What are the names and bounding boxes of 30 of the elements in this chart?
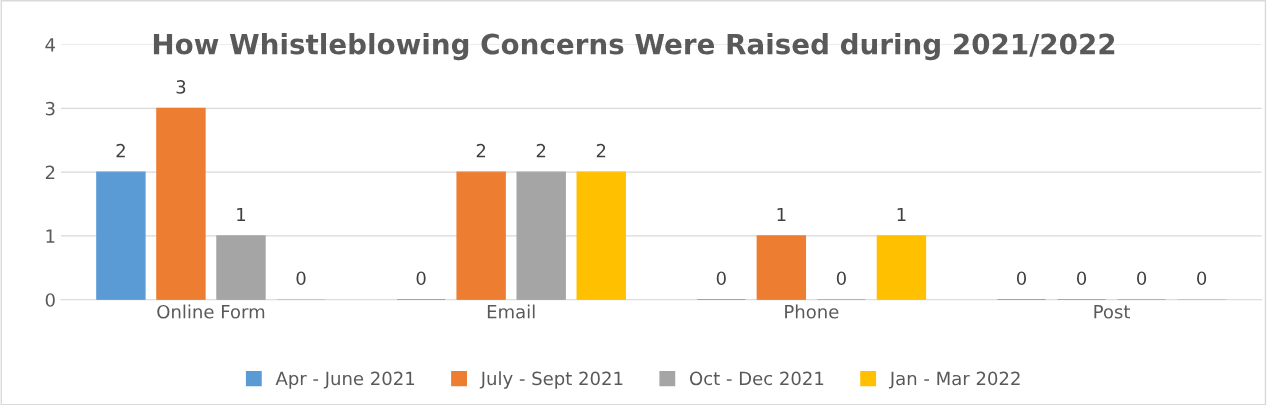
y-tick-label: 1 bbox=[46, 229, 55, 243]
data-label: 0 bbox=[1197, 271, 1207, 286]
data-label: 0 bbox=[1076, 271, 1087, 286]
x-tick-label: Phone bbox=[785, 304, 839, 319]
x-tick-label: Email bbox=[487, 304, 535, 319]
x-tick-label: Online Form bbox=[157, 304, 265, 319]
data-label: 2 bbox=[476, 143, 486, 158]
data-label: 1 bbox=[777, 207, 786, 222]
data-label: 0 bbox=[416, 271, 426, 286]
data-label: 3 bbox=[176, 80, 186, 94]
data-label: 1 bbox=[237, 207, 246, 222]
data-label: 2 bbox=[596, 143, 606, 158]
legend-label: Apr - June 2021 bbox=[275, 371, 415, 389]
data-label: 0 bbox=[836, 271, 846, 286]
data-label: 1 bbox=[897, 207, 906, 222]
y-tick-label: 2 bbox=[45, 165, 55, 179]
data-label: 2 bbox=[536, 143, 546, 158]
y-tick-label: 4 bbox=[45, 38, 55, 52]
y-tick-label: 3 bbox=[45, 101, 55, 116]
data-label: 0 bbox=[1137, 271, 1147, 286]
legend-label: Oct - Dec 2021 bbox=[690, 371, 824, 386]
chart-title: How Whistleblowing Concerns Were Raised during 2021/2022 bbox=[153, 33, 1115, 61]
legend-label: Jan - Mar 2022 bbox=[888, 371, 1020, 389]
data-label: 2 bbox=[116, 143, 125, 158]
data-label: 0 bbox=[716, 271, 726, 286]
data-label: 0 bbox=[1016, 271, 1027, 286]
legend-label: July - Sept 2021 bbox=[479, 371, 623, 389]
x-tick-label: Post bbox=[1094, 305, 1131, 319]
y-tick-label: 0 bbox=[45, 293, 55, 307]
data-label: 0 bbox=[296, 271, 306, 286]
